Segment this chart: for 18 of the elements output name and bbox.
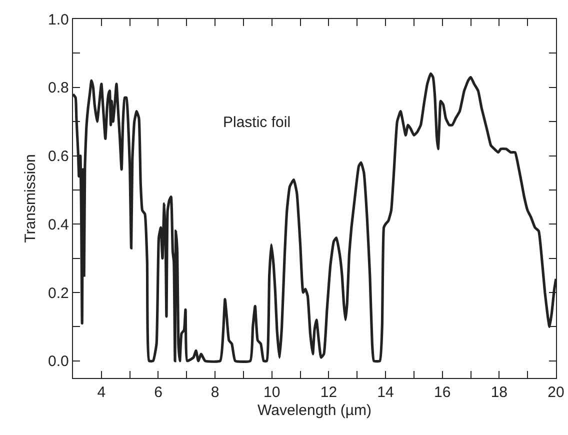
x-tick-label: 20 xyxy=(548,384,564,402)
x-tick-label: 6 xyxy=(154,384,162,402)
y-tick-label: 0.6 xyxy=(48,148,69,166)
x-tick-label: 16 xyxy=(434,384,451,402)
x-tick-label: 14 xyxy=(377,384,394,402)
y-tick-label: 0.4 xyxy=(48,216,69,234)
y-tick-label: 0.8 xyxy=(48,80,69,97)
x-tick-label: 12 xyxy=(320,384,338,402)
x-tick-label: 10 xyxy=(264,384,280,402)
y-tick-label: 1.0 xyxy=(48,11,69,28)
annotation: Plastic foil xyxy=(223,114,291,131)
x-tick-label: 8 xyxy=(210,384,220,402)
y-tick-label: 0.2 xyxy=(48,284,69,302)
x-tick-label: 18 xyxy=(490,384,508,402)
x-tick-label: 4 xyxy=(97,384,106,402)
y-axis-title: Transmission xyxy=(22,154,40,243)
x-axis-title: Wavelength (µm) xyxy=(258,402,372,420)
y-tick-label: 0.0 xyxy=(48,353,69,370)
